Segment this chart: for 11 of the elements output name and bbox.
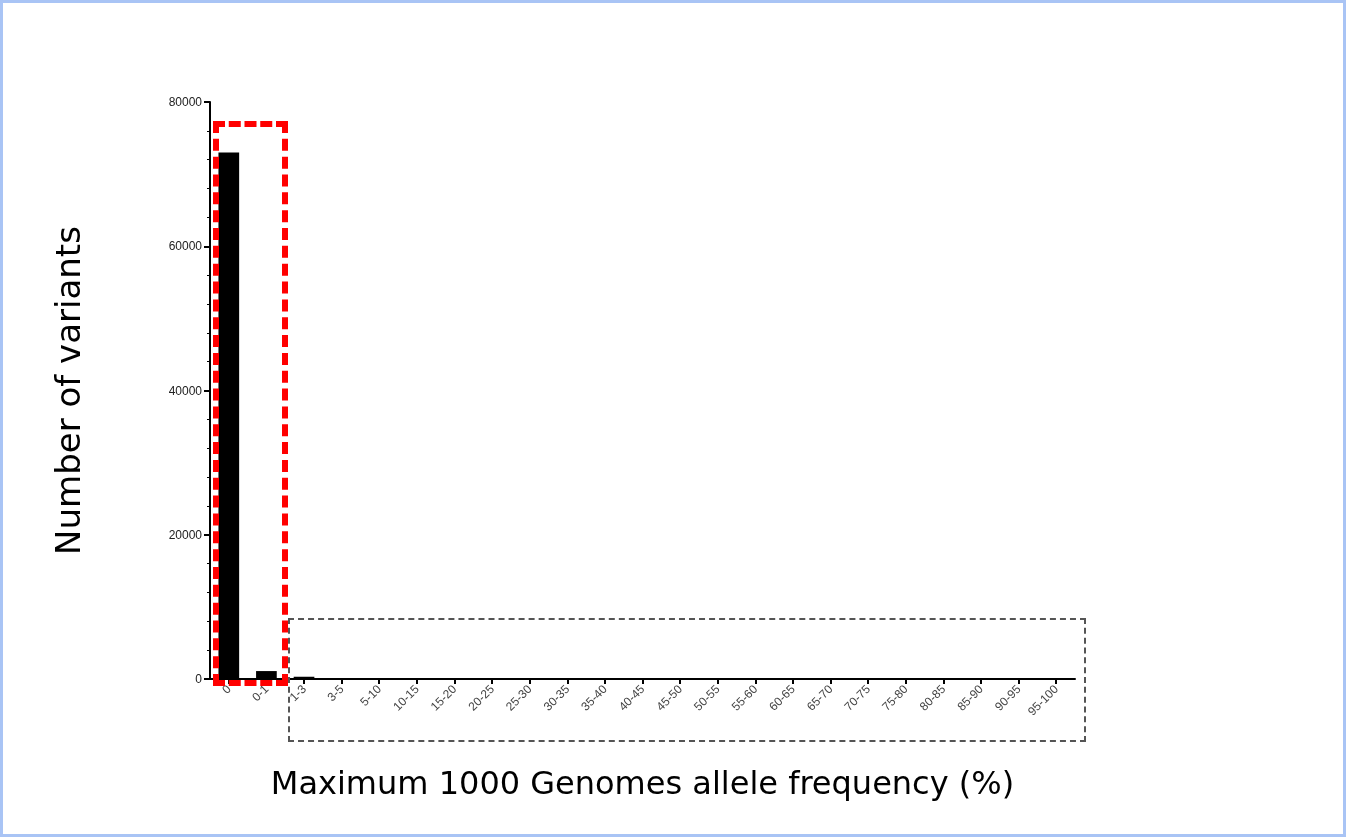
y-tick-label: 40000 [168,383,203,398]
x-tick-label: 1-3 [286,681,310,705]
x-axis-title: Maximum 1000 Genomes allele frequency (%) [270,764,1015,802]
x-tick-label: 0 [219,681,234,697]
y-tick-label: 80000 [168,95,203,109]
x-tick-label: 3-5 [324,681,347,705]
y-tick-label: 20000 [168,527,203,542]
x-tick-label: 0-1 [249,681,272,705]
y-tick-label: 0 [195,672,203,686]
y-tick-label: 60000 [168,239,203,254]
y-axis-title: Number of variants [48,226,88,555]
